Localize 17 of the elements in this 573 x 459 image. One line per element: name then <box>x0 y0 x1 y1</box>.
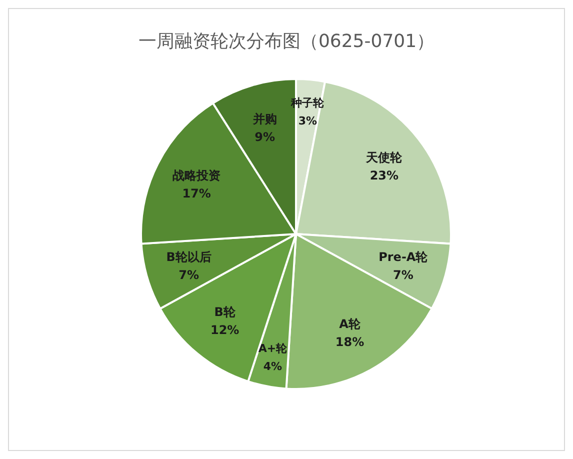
data-label: 23% <box>370 168 399 183</box>
data-label: 12% <box>210 322 240 337</box>
chart-title: 一周融资轮次分布图（0625-0701） <box>137 30 436 53</box>
slice-label: B轮以后 <box>166 250 212 264</box>
slice-label: 战略投资 <box>172 168 221 182</box>
data-label: 17% <box>182 186 211 200</box>
slice-label: B轮 <box>214 304 236 319</box>
data-label: 4% <box>263 360 282 373</box>
data-label: 3% <box>298 114 318 128</box>
slice-label: Pre-A轮 <box>378 250 429 264</box>
data-label: 7% <box>392 268 414 282</box>
slice-label: A轮 <box>339 316 362 331</box>
slice-label: 并购 <box>252 112 277 126</box>
data-label: 9% <box>254 130 276 144</box>
data-label: 7% <box>178 268 200 282</box>
data-label: 18% <box>335 334 364 349</box>
slice-label: 天使轮 <box>365 150 404 165</box>
